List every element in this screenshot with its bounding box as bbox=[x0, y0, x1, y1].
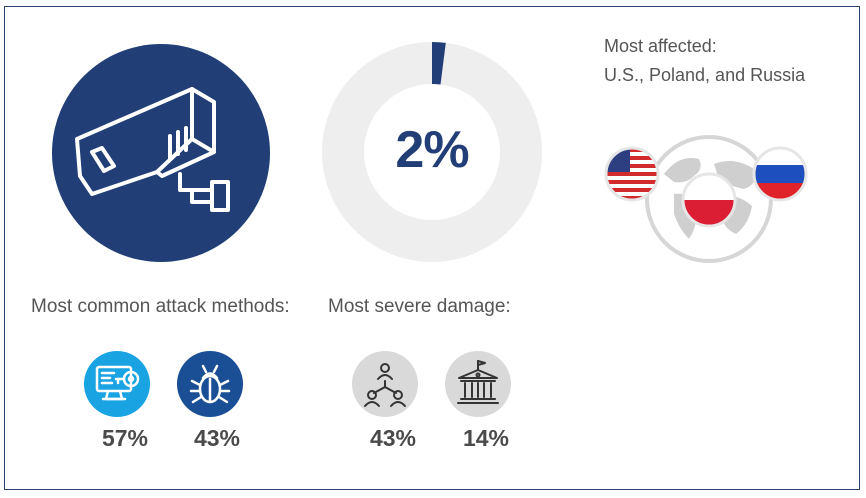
attack-methods-label: Most common attack methods: bbox=[31, 296, 290, 317]
us-flag-icon bbox=[604, 146, 660, 202]
severe-damage-label: Most severe damage: bbox=[328, 296, 511, 317]
bug-icon bbox=[177, 351, 243, 417]
infographic-frame bbox=[4, 6, 860, 490]
affected-title: Most affected: bbox=[604, 36, 717, 56]
government-building-icon bbox=[445, 351, 511, 417]
poland-flag-icon bbox=[681, 172, 737, 228]
percentage-donut bbox=[322, 42, 542, 262]
russia-flag-icon bbox=[752, 146, 808, 202]
people-damage-percent: 43% bbox=[369, 425, 417, 451]
government-damage-percent: 14% bbox=[462, 425, 510, 451]
camera-circle bbox=[52, 44, 270, 262]
security-camera-icon bbox=[75, 87, 230, 212]
affected-countries: U.S., Poland, and Russia bbox=[604, 65, 806, 85]
computer-key-icon bbox=[84, 351, 150, 417]
donut-percentage-label: 2% bbox=[395, 121, 469, 179]
computer-attack-percent: 57% bbox=[101, 425, 149, 451]
malware-attack-percent: 43% bbox=[193, 425, 241, 451]
people-network-icon bbox=[352, 351, 418, 417]
donut-value-arc bbox=[431, 42, 446, 85]
